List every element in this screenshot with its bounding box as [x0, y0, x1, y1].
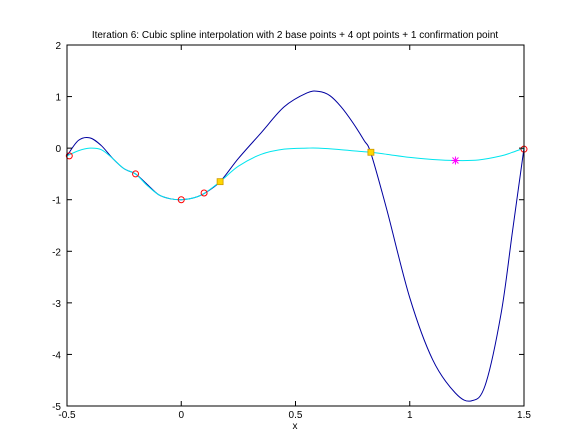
x-tick-label: 0	[178, 410, 184, 421]
plot-area	[65, 90, 528, 402]
y-tick-label: -1	[52, 196, 61, 207]
marker-stroke	[452, 157, 459, 164]
y-tick-label: 2	[55, 41, 61, 52]
y-tick-label: 1	[55, 93, 61, 104]
y-tick-label: -5	[52, 402, 61, 413]
x-tick-label: 0.5	[289, 410, 303, 421]
point-marker	[216, 178, 224, 186]
y-tick-label: -4	[52, 350, 61, 361]
point-marker	[367, 148, 375, 156]
y-tick-label: 0	[55, 144, 61, 155]
point-marker	[200, 189, 208, 197]
x-tick-label: -0.5	[58, 410, 76, 421]
x-axis-label: x	[293, 421, 298, 432]
point-marker	[451, 156, 460, 165]
point-marker	[177, 196, 185, 204]
y-tick-label: -2	[52, 247, 61, 258]
series-line-2	[66, 147, 525, 201]
axis-ticks: -0.5 0 0.5 1 1.5 -5 -4 -3 -2 -1 0 1 2	[52, 41, 531, 421]
chart-title: Iteration 6: Cubic spline interpolation …	[92, 30, 499, 41]
x-tick-label: 1.5	[517, 410, 531, 421]
point-marker	[132, 170, 140, 178]
x-tick-label: 1	[407, 410, 413, 421]
point-marker	[65, 152, 73, 160]
series-line-1	[66, 90, 525, 402]
y-tick-label: -3	[52, 299, 61, 310]
